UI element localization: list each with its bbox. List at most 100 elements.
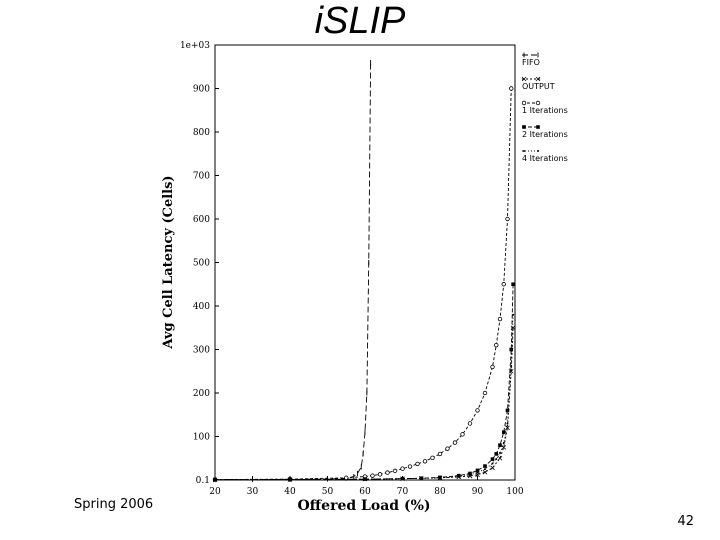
data-point	[494, 452, 499, 456]
legend-marker	[535, 76, 541, 82]
y-tick-label: 200	[193, 389, 210, 399]
data-point	[483, 464, 487, 468]
data-point	[430, 455, 435, 461]
y-tick-label: 600	[193, 215, 210, 225]
data-point	[214, 478, 216, 481]
data-point	[460, 432, 465, 437]
data-point	[437, 451, 443, 457]
y-tick-label: 900	[193, 85, 210, 95]
data-point	[506, 422, 509, 425]
x-tick-label: 20	[209, 487, 221, 497]
legend-marker	[535, 100, 541, 106]
legend-marker	[521, 76, 527, 82]
data-point	[490, 457, 495, 461]
x-tick-label: 60	[359, 487, 371, 497]
data-point	[484, 468, 486, 471]
data-point	[482, 390, 488, 396]
x-tick-label: 90	[472, 487, 484, 497]
page-number: 42	[677, 514, 694, 529]
y-tick-label: 0.1	[196, 476, 210, 486]
data-point	[511, 282, 515, 287]
y-tick-label: 300	[193, 346, 210, 356]
legend-item: OUTPUT	[521, 76, 555, 91]
data-point	[509, 347, 514, 352]
x-tick-label: 50	[322, 487, 334, 497]
data-point	[494, 342, 499, 348]
y-tick-label: 500	[193, 259, 210, 269]
data-point	[392, 468, 398, 474]
data-point	[495, 458, 498, 461]
series-1-iterations	[212, 86, 514, 482]
data-point	[476, 471, 479, 474]
series-output	[212, 325, 516, 483]
y-tick-label: 1e+03	[180, 41, 210, 51]
legend-item: 4 Iterations	[522, 150, 568, 163]
data-point	[499, 452, 501, 455]
legend-label: 4 Iterations	[522, 154, 568, 163]
footer-date: Spring 2006	[74, 497, 154, 512]
legend-marker	[536, 125, 540, 129]
plot-area-border	[214, 44, 516, 481]
data-point	[415, 461, 420, 467]
series-line	[214, 284, 514, 481]
series-line	[214, 88, 512, 481]
data-point	[344, 475, 349, 481]
y-tick-label: 100	[193, 433, 210, 443]
legend-label: FIFO	[522, 58, 540, 67]
legend-label: 2 Iterations	[522, 130, 568, 139]
series-layer	[212, 59, 516, 483]
data-point	[445, 446, 450, 451]
legend: FIFO OUTPUT 1 Iterations 2 Iterations 4 Iter…	[521, 52, 568, 163]
x-axis-title: Offered Load (%)	[297, 498, 430, 514]
data-point	[364, 478, 366, 481]
legend-marker	[523, 150, 525, 152]
data-point	[475, 468, 480, 473]
data-point	[501, 282, 506, 287]
data-point	[502, 442, 505, 445]
data-point	[509, 86, 514, 91]
data-point	[497, 316, 503, 322]
data-point	[510, 365, 513, 368]
legend-label: 1 Iterations	[522, 106, 568, 115]
data-point	[377, 472, 383, 477]
series-2-iterations	[213, 282, 515, 482]
y-tick-label: 800	[193, 128, 210, 138]
data-point	[289, 478, 291, 481]
data-point	[497, 455, 503, 461]
data-point	[491, 462, 494, 465]
data-point	[490, 364, 495, 370]
data-point	[401, 477, 404, 480]
legend-marker	[521, 100, 527, 106]
series-line	[215, 62, 372, 481]
x-tick-label: 70	[397, 487, 409, 497]
y-tick-label: 400	[193, 302, 210, 312]
data-point	[505, 408, 510, 413]
data-point	[501, 430, 506, 434]
data-point	[407, 464, 413, 469]
data-point	[467, 421, 473, 426]
data-point	[498, 443, 502, 447]
data-point	[490, 465, 495, 471]
data-point	[468, 471, 472, 476]
data-point	[420, 477, 423, 480]
data-point	[400, 466, 405, 471]
data-point	[422, 459, 428, 464]
data-point	[469, 473, 471, 476]
legend-marker	[537, 150, 539, 152]
y-tick-label: 700	[193, 172, 210, 182]
x-tick-label: 80	[434, 487, 446, 497]
legend-item: 1 Iterations	[521, 100, 568, 115]
data-point	[482, 469, 488, 475]
data-point	[475, 408, 480, 413]
plot-frame	[214, 44, 516, 481]
legend-item: FIFO	[522, 52, 540, 67]
series-4-iterations	[214, 313, 515, 481]
legend-item: 2 Iterations	[522, 125, 568, 139]
data-point	[452, 440, 458, 445]
x-tick-label: 30	[247, 487, 259, 497]
data-point	[512, 313, 515, 316]
x-tick-label: 40	[284, 487, 296, 497]
series-line	[214, 327, 514, 481]
legend-marker	[522, 125, 526, 129]
